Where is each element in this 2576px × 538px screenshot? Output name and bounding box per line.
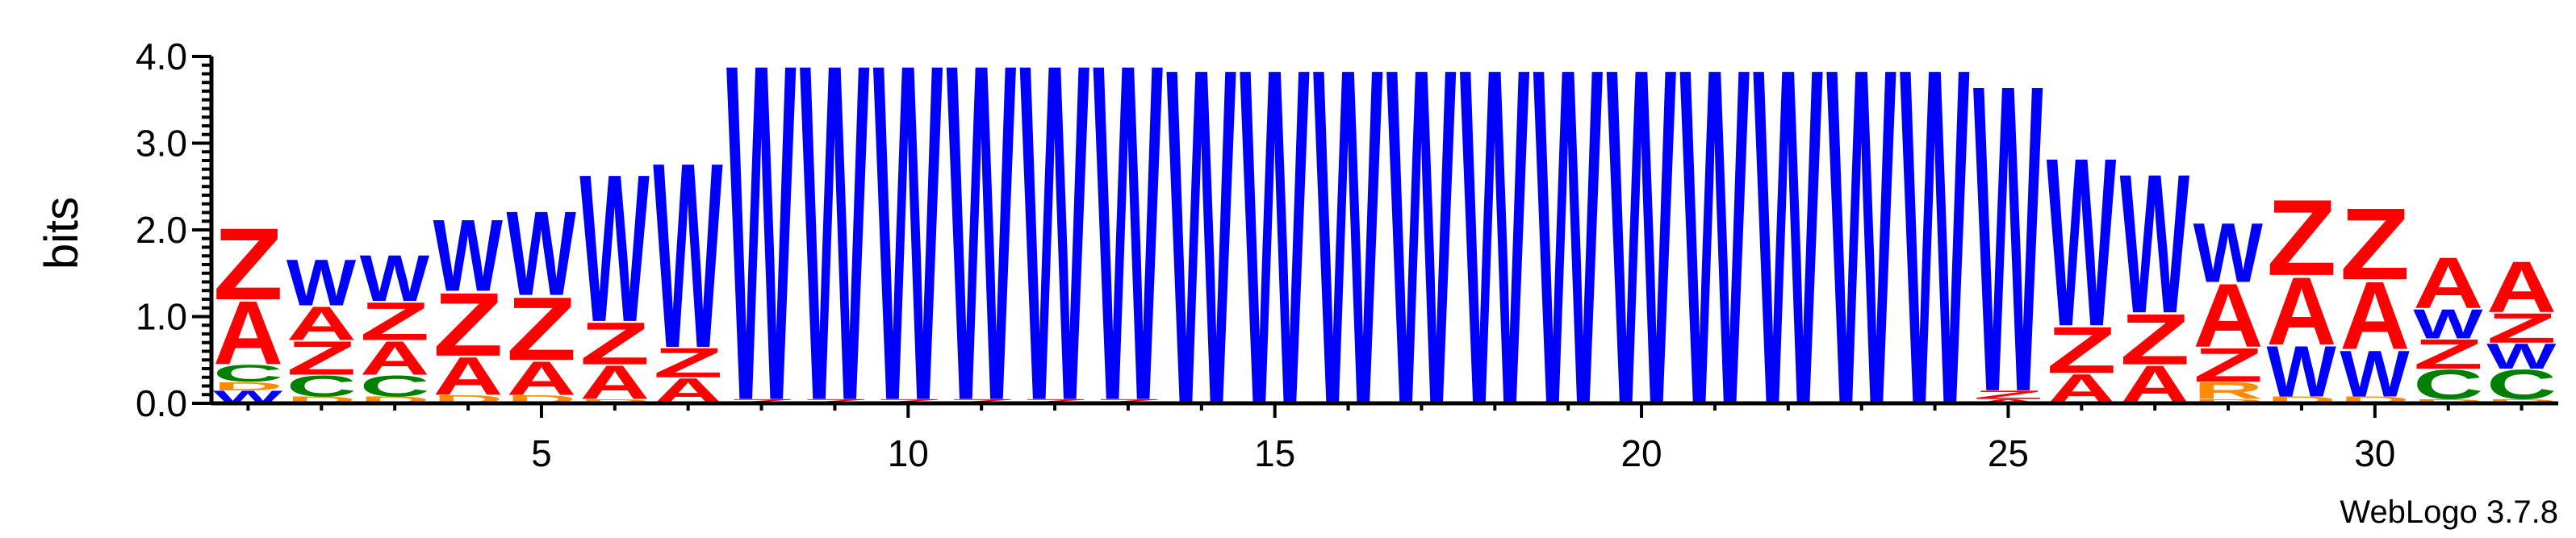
logo-glyph-d: D (213, 379, 283, 393)
x-axis-ticks: 5 10 15 20 25 30 (246, 403, 2524, 474)
logo-glyph-w: W (2267, 332, 2337, 412)
logo-glyph-w: W (873, 0, 943, 502)
logo-glyph-z: Z (579, 311, 650, 377)
logo-glyph-z: Z (360, 291, 430, 352)
logo-glyph-w: W (2047, 107, 2117, 377)
logo-glyph-a: A (2413, 244, 2483, 324)
logo-glyph-w: W (1900, 0, 1970, 506)
logo-glyph-r: R (2193, 377, 2264, 404)
logo-glyph-c: C (360, 369, 430, 402)
logo-glyph-w: W (1386, 0, 1457, 506)
logo-glyph-w: W (947, 0, 1017, 502)
logo-glyph-w: W (360, 241, 429, 315)
logo-glyph-z: Z (2193, 338, 2264, 392)
weblogo-version-label: WebLogo 3.7.8 (2340, 494, 2558, 530)
y-tick-label: 2.0 (136, 209, 187, 251)
logo-glyph-w: W (2413, 300, 2483, 347)
logo-glyph-z: Z (2047, 313, 2117, 387)
logo-glyph-a: A (286, 297, 357, 351)
logo-glyph-a: A (2340, 262, 2410, 370)
logo-glyph-w: W (2486, 336, 2556, 377)
x-tick-label: 20 (1620, 432, 1662, 474)
logo-glyph-w: W (800, 0, 870, 502)
x-tick-label: 5 (531, 432, 552, 474)
logo-glyph-a: A (579, 356, 650, 410)
y-tick-label: 1.0 (136, 296, 187, 338)
logo-glyph-z: Z (433, 274, 504, 375)
logo-glyph-w: W (1240, 0, 1310, 506)
x-tick-label: 25 (1988, 432, 2029, 474)
y-tick-label: 0.0 (136, 382, 187, 424)
logo-glyph-z: Z (800, 398, 870, 404)
logo-glyph-z: Z (2413, 331, 2483, 378)
logo-glyph-w: W (1020, 0, 1090, 502)
logo-glyph-a: A (2193, 265, 2264, 366)
logo-glyph-w: W (653, 108, 722, 403)
logo-glyph-w: W (579, 131, 649, 366)
y-tick-label: 4.0 (136, 35, 187, 77)
logo-glyph-z: Z (653, 339, 723, 386)
logo-glyph-z: Z (2120, 299, 2190, 380)
logo-glyph-c: C (286, 369, 357, 402)
logo-glyph-z: Z (873, 398, 943, 404)
logo-glyph-a: A (213, 282, 283, 383)
logo-glyph-w: W (1460, 0, 1530, 506)
logo-glyph-a: A (2486, 248, 2557, 328)
logo-glyph-w: W (286, 246, 356, 320)
logo-glyph-c: C (213, 360, 283, 386)
logo-glyph-w: W (507, 187, 576, 321)
logo-glyph-w: W (1166, 0, 1236, 506)
logo-glyph-a: A (360, 332, 430, 386)
logo-glyph-z: Z (1094, 398, 1164, 404)
logo-glyph-w: W (1533, 0, 1604, 506)
logo-glyph-w: W (2120, 134, 2190, 355)
y-axis-ticks: 0.0 1.0 2.0 3.0 4.0 (136, 35, 211, 424)
logo-glyph-w: W (2193, 206, 2264, 300)
logo-glyph-c: C (2486, 361, 2557, 408)
logo-glyph-z: Z (1020, 398, 1090, 404)
logo-glyph-z: Z (2486, 304, 2557, 352)
logo-glyph-w: W (1094, 0, 1164, 502)
logo-glyph-w: W (726, 0, 797, 502)
logo-glyph-w: W (1753, 0, 1823, 506)
axes: 0.0 1.0 2.0 3.0 4.0 5 10 15 20 25 30 (136, 35, 2558, 474)
logo-glyph-z: Z (1973, 388, 2043, 402)
logo-glyph-a: A (433, 346, 504, 407)
logo-glyph-z: Z (2340, 186, 2410, 301)
logo-glyph-c: C (2413, 361, 2483, 408)
logo-glyph-w: W (433, 199, 504, 313)
logo-glyph-z: Z (286, 332, 357, 386)
x-tick-label: 15 (1254, 432, 1295, 474)
y-axis-label: bits (36, 197, 88, 269)
x-tick-label: 30 (2354, 432, 2395, 474)
logo-glyph-z: Z (213, 206, 283, 321)
logo-glyph-z: Z (2267, 177, 2337, 298)
x-tick-label: 10 (888, 432, 929, 474)
logo-glyph-w: W (2340, 337, 2409, 411)
logo-glyph-w: W (1607, 0, 1677, 506)
y-tick-label: 3.0 (136, 123, 187, 165)
logo-glyph-w: W (1680, 0, 1750, 506)
logo-glyph-a: A (507, 352, 577, 406)
logo-glyph-w: W (1826, 0, 1896, 506)
logo-glyph-layer: WDCAZDCZAWDCAZWDAZWDAZWDAZWAZWZWZWZWZWZW… (213, 0, 2557, 506)
logo-glyph-z: Z (726, 398, 797, 404)
logo-glyph-z: Z (507, 279, 577, 380)
logo-glyph-a: A (2267, 257, 2337, 365)
logo-glyph-w: W (1313, 0, 1383, 506)
logo-glyph-z: Z (947, 398, 1017, 404)
